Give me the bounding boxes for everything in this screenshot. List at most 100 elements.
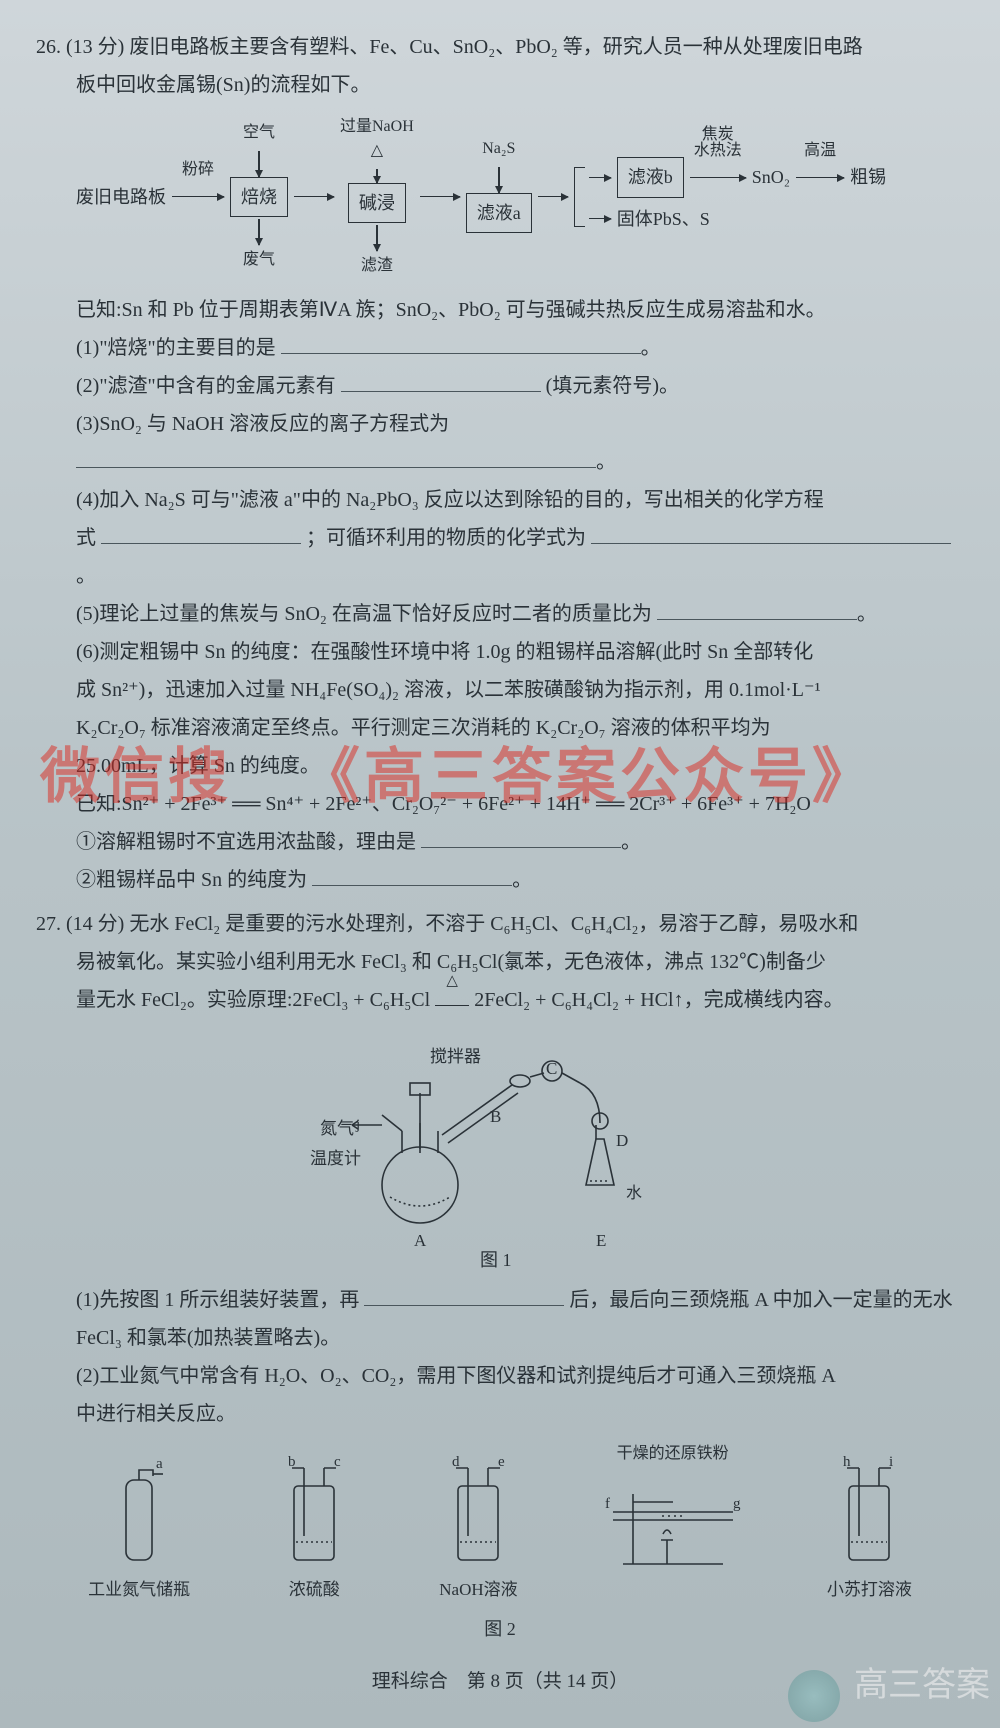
q26-p1: (1)"焙烧"的主要目的是 。 xyxy=(36,329,964,367)
flow-input-delta: △ xyxy=(371,136,383,166)
blank xyxy=(312,863,512,886)
q26-p2-text: (2)"滤渣"中含有的金属元素有 xyxy=(76,375,336,397)
flow-sno2: SnO₂ xyxy=(752,160,790,194)
q27-l3: 量无水 FeCl₂。实验原理:2FeCl₃ + C₆H₅Cl △ 2FeCl₂ … xyxy=(36,981,964,1019)
question-26: 26. (13 分) 废旧电路板主要含有塑料、Fe、Cu、SnO₂、PbO₂ 等… xyxy=(36,28,964,899)
q26-pts: (13 分) xyxy=(66,36,124,58)
q26-q61-text: ①溶解粗锡时不宜选用浓盐酸，理由是 xyxy=(76,831,416,853)
blank xyxy=(281,331,641,354)
q27-p2a: (2)工业氮气中常含有 H₂O、O₂、CO₂，需用下图仪器和试剂提纯后才可通入三… xyxy=(36,1357,964,1395)
q26-known2: 已知:Sn²⁺ + 2Fe³⁺ ══ Sn⁴⁺ + 2Fe²⁺、Cr₂O₇²⁻ … xyxy=(36,785,964,823)
flow-input-na2s: Na₂S xyxy=(482,134,515,164)
lbl-j: j xyxy=(356,1111,360,1140)
figure-1 xyxy=(36,1025,964,1255)
flow-box-roast: 焙烧 xyxy=(230,177,288,217)
lbl-n2: 氮气 xyxy=(320,1113,354,1145)
flow-lbl-hydrothermal: 水热法 xyxy=(690,136,746,166)
q26-p6b: 成 Sn²⁺)，迅速加入过量 NH₄Fe(SO₄)₂ 溶液，以二苯胺磺酸钠为指示… xyxy=(36,671,964,709)
lbl-A: A xyxy=(414,1225,426,1257)
q26-p6a: (6)测定粗锡中 Sn 的纯度：在强酸性环境中将 1.0g 的粗锡样品溶解(此时… xyxy=(36,633,964,671)
figure-2: a 工业氮气储瓶 bc 浓硫酸 de NaOH溶液 xyxy=(46,1439,954,1606)
q26-p1-text: (1)"焙烧"的主要目的是 xyxy=(76,337,276,359)
cylinder-icon: a xyxy=(104,1452,174,1572)
svg-text:f: f xyxy=(605,1496,610,1512)
flow-out-residue: 滤渣 xyxy=(361,251,393,281)
washbottle2-icon: de xyxy=(438,1452,518,1572)
q27-number: 27. xyxy=(36,913,61,935)
q27-p1: (1)先按图 1 所示组装好装置，再 后，最后向三颈烧瓶 A 中加入一定量的无水 xyxy=(36,1281,964,1319)
q26-p5: (5)理论上过量的焦炭与 SnO₂ 在高温下恰好反应时二者的质量比为 。 xyxy=(36,595,964,633)
q27-line1: 27. (14 分) 无水 FeCl₂ 是重要的污水处理剂，不溶于 C₆H₅Cl… xyxy=(36,905,964,943)
q26-p4c-text: ；可循环利用的物质的化学式为 xyxy=(306,527,586,549)
delta-label: △ xyxy=(435,967,469,996)
q27-l3a: 量无水 FeCl₂。实验原理:2FeCl₃ + C₆H₅Cl xyxy=(76,989,435,1011)
q26-q62: ②粗锡样品中 Sn 的纯度为 。 xyxy=(36,861,964,899)
q27-p1c: FeCl₃ 和氯苯(加热装置略去)。 xyxy=(36,1319,964,1357)
lbl-D: D xyxy=(616,1125,628,1157)
blank xyxy=(341,369,541,392)
svg-text:d: d xyxy=(452,1454,460,1470)
q26-p6d: 25.00mL，计算 Sn 的纯度。 xyxy=(36,747,964,785)
q26-known: 已知:Sn 和 Pb 位于周期表第ⅣA 族；SnO₂、PbO₂ 可与强碱共热反应… xyxy=(36,291,964,329)
lbl-thermo: 温度计 xyxy=(310,1143,361,1175)
cap-nahco3: 小苏打溶液 xyxy=(827,1574,912,1606)
q26-intro-line2: 板中回收金属锡(Sn)的流程如下。 xyxy=(36,66,964,104)
q26-p3-text: (3)SnO₂ 与 NaOH 溶液反应的离子方程式为 xyxy=(76,413,449,435)
blank xyxy=(76,445,596,468)
flow-box-filtrate-b: 滤液b xyxy=(617,157,684,197)
washbottle3-icon: hi xyxy=(829,1452,909,1572)
q26-intro-line1: 废旧电路板主要含有塑料、Fe、Cu、SnO₂、PbO₂ 等，研究人员一种从处理废… xyxy=(129,36,862,58)
flow-input-air: 空气 xyxy=(243,118,275,148)
furnace-icon: fg xyxy=(603,1472,743,1572)
svg-text:b: b xyxy=(288,1454,296,1470)
flow-out-gas: 废气 xyxy=(243,245,275,275)
cap-cyl: 工业氮气储瓶 xyxy=(88,1574,190,1606)
flow-crude-tin: 粗锡 xyxy=(850,160,886,194)
q26-p5-text: (5)理论上过量的焦炭与 SnO₂ 在高温下恰好反应时二者的质量比为 xyxy=(76,603,652,625)
flow-step-crush: 粉碎 xyxy=(172,155,224,185)
q27-p1b: 后，最后向三颈烧瓶 A 中加入一定量的无水 xyxy=(569,1289,952,1311)
q26-p3: (3)SnO₂ 与 NaOH 溶液反应的离子方程式为 。 xyxy=(36,405,964,481)
svg-text:i: i xyxy=(889,1454,893,1470)
q26-p4b-text: 式 xyxy=(76,527,96,549)
blank xyxy=(421,825,621,848)
lbl-B: B xyxy=(490,1101,501,1133)
blank xyxy=(364,1283,564,1306)
q27-p2b: 中进行相关反应。 xyxy=(36,1395,964,1433)
svg-text:e: e xyxy=(498,1454,505,1470)
svg-text:a: a xyxy=(156,1456,163,1472)
corner-logo xyxy=(788,1670,840,1722)
svg-text:h: h xyxy=(843,1454,851,1470)
svg-text:g: g xyxy=(733,1496,741,1512)
question-27: 27. (14 分) 无水 FeCl₂ 是重要的污水处理剂，不溶于 C₆H₅Cl… xyxy=(36,905,964,1646)
lbl-water: 水 xyxy=(626,1179,642,1209)
fig1-caption: 图 1 xyxy=(480,1243,512,1277)
flow-solid-pbs: 固体PbS、S xyxy=(617,202,710,236)
lbl-stirrer: 搅拌器 xyxy=(430,1041,481,1073)
cap-fe-top: 干燥的还原铁粉 xyxy=(617,1439,729,1469)
corner-watermark: 高三答案 xyxy=(854,1654,990,1719)
lbl-E: E xyxy=(596,1225,606,1257)
lbl-C: C xyxy=(546,1053,557,1085)
q27-l1: 无水 FeCl₂ 是重要的污水处理剂，不溶于 C₆H₅Cl、C₆H₄Cl₂，易溶… xyxy=(129,913,858,935)
q26-q62-text: ②粗锡样品中 Sn 的纯度为 xyxy=(76,869,307,891)
washbottle-icon: bc xyxy=(274,1452,354,1572)
blank xyxy=(101,521,301,544)
q26-number: 26. xyxy=(36,36,61,58)
q26-p4a: (4)加入 Na₂S 可与"滤液 a"中的 Na₂PbO₃ 反应以达到除铅的目的… xyxy=(36,481,964,519)
flow-lbl-hightemp: 高温 xyxy=(796,136,844,166)
cap-naoh: NaOH溶液 xyxy=(439,1574,517,1606)
flow-start: 废旧电路板 xyxy=(76,180,166,214)
q26-q61: ①溶解粗锡时不宜选用浓盐酸，理由是 。 xyxy=(36,823,964,861)
q26-heading: 26. (13 分) 废旧电路板主要含有塑料、Fe、Cu、SnO₂、PbO₂ 等… xyxy=(36,28,964,66)
flow-box-leach: 碱浸 xyxy=(348,183,406,223)
q26-p6c: K₂Cr₂O₇ 标准溶液滴定至终点。平行测定三次消耗的 K₂Cr₂O₇ 溶液的体… xyxy=(36,709,964,747)
svg-text:c: c xyxy=(334,1454,341,1470)
flow-box-filtrate-a: 滤液a xyxy=(466,193,532,233)
q27-p1a: (1)先按图 1 所示组装好装置，再 xyxy=(76,1289,359,1311)
q26-p2-suffix: (填元素符号)。 xyxy=(546,375,679,397)
blank xyxy=(591,521,951,544)
q27-l3b: 2FeCl₂ + C₆H₄Cl₂ + HCl↑，完成横线内容。 xyxy=(469,989,843,1011)
cap-h2so4: 浓硫酸 xyxy=(289,1574,340,1606)
blank xyxy=(657,597,857,620)
